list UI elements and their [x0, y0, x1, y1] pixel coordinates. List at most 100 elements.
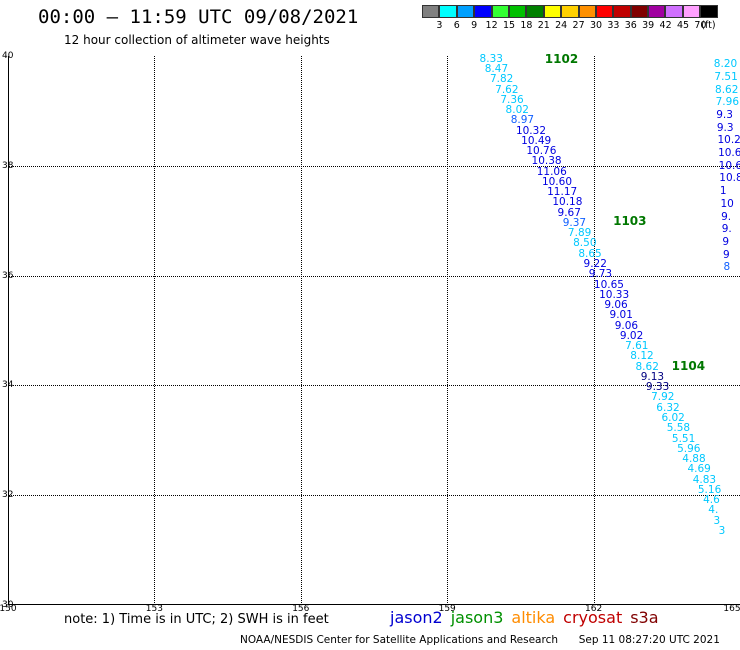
legend-value-label: 21 [537, 20, 550, 31]
wave-height-value: 9. [721, 223, 732, 236]
track-id-label: 1103 [613, 213, 647, 228]
wave-height-value: 10.8 [719, 172, 740, 185]
wave-height-value: 7.92 [651, 391, 675, 404]
legend-swatch [595, 5, 614, 18]
wave-height-value: 9.33 [645, 381, 670, 394]
legend-value-label: 42 [659, 20, 672, 31]
note-text: note: 1) Time is in UTC; 2) SWH is in fe… [64, 612, 329, 627]
wave-height-value: 3 [718, 524, 726, 537]
legend-value-label: 45 [676, 20, 690, 31]
wave-height-value: 9 [722, 248, 730, 261]
footer: NOAA/NESDIS Center for Satellite Applica… [240, 634, 720, 646]
lon-tick-label: 153 [145, 604, 163, 614]
lat-tick-label: 40 [2, 51, 14, 61]
wave-height-value: 8.62 [715, 83, 739, 96]
legend-value-label: 3 [436, 20, 443, 31]
wave-height-value: 10.18 [552, 196, 583, 209]
lat-tick-label: 34 [2, 380, 14, 391]
wave-height-value: 10.49 [521, 134, 552, 147]
wave-height-value: 9.37 [562, 216, 587, 229]
wave-height-value: 7.36 [500, 93, 524, 106]
legend-value-label: 70 [694, 20, 707, 31]
gridline-lon [593, 56, 595, 605]
wave-height-value: 7.61 [625, 340, 649, 353]
color-legend-labels: 3 6 9 12 15 18 21 24 27 30 33 36 39 42 45 70 (ft) [422, 20, 740, 32]
wave-height-value: 8.33 [479, 52, 503, 65]
legend-swatch [613, 5, 631, 18]
track-id-label: 1104 [671, 359, 706, 374]
wave-height-value: 5.51 [671, 432, 696, 445]
gridline-lat [8, 165, 740, 167]
lon-tick-label: 162 [585, 604, 603, 614]
wave-height-value: 9.3 [716, 121, 734, 134]
wave-height-value: 10.60 [541, 175, 572, 188]
lat-tick-label: 30 [2, 600, 14, 610]
wave-height-value: 1 [719, 185, 727, 198]
legend-swatch [665, 5, 683, 18]
wave-height-value: 7.51 [714, 70, 738, 83]
legend-swatch [648, 5, 666, 18]
wave-height-value: 8.12 [630, 350, 654, 363]
wave-height-value: 10.2 [717, 134, 740, 147]
wave-height-value: 9. [721, 210, 732, 223]
legend-swatch [700, 5, 718, 18]
legend-swatch [491, 5, 509, 18]
lon-tick-label: 159 [438, 604, 456, 614]
footer-timestamp: Sep 11 08:27:20 UTC 2021 [578, 634, 720, 646]
legend-swatch [578, 5, 596, 18]
legend-value-label: 27 [572, 20, 585, 31]
legend-swatch [682, 5, 701, 18]
legend-swatch [456, 5, 475, 18]
wave-height-value: 4.69 [687, 463, 711, 476]
wave-height-value: 5.96 [677, 442, 701, 455]
legend-swatch [422, 5, 440, 18]
wave-height-value: 9.01 [609, 309, 633, 322]
legend-swatch [561, 5, 579, 18]
wave-height-value: 4.88 [682, 453, 706, 466]
wave-height-value: 3 [713, 514, 721, 527]
map-frame-left [8, 56, 9, 605]
wave-height-value: 10.6 [718, 147, 740, 160]
gridline-lon [447, 56, 449, 605]
wave-height-value: 9.22 [583, 258, 607, 271]
legend-unit-label: (ft) [701, 20, 716, 31]
wave-height-value: 8.97 [510, 114, 535, 127]
wave-height-value: 10.6 [718, 159, 740, 172]
legend-swatch [630, 5, 649, 18]
legend-value-label: 15 [502, 20, 516, 31]
page-title: 00:00 – 11:59 UTC 09/08/2021 [38, 6, 359, 28]
wave-height-value: 4.83 [692, 473, 717, 486]
lat-tick-label: 32 [2, 490, 14, 501]
satellite-cryosat: cryosat [563, 608, 623, 627]
wave-height-value: 8.62 [635, 360, 659, 373]
wave-height-value: 8.02 [505, 104, 529, 117]
lon-tick-label: 165 [723, 604, 740, 614]
lat-tick-label: 38 [2, 160, 14, 171]
satellite-legend: jason2 jason3 altika cryosat s3a [390, 608, 667, 627]
wave-height-value: 7.96 [715, 96, 740, 109]
wave-height-value: 10.32 [515, 124, 546, 137]
legend-value-label: 33 [607, 20, 620, 31]
wave-height-value: 10.33 [599, 288, 630, 301]
wave-height-value: 9.13 [640, 370, 665, 383]
satellite-jason3: jason3 [450, 608, 504, 627]
lat-tick-label: 36 [2, 270, 14, 281]
legend-value-label: 12 [485, 20, 498, 31]
color-legend [422, 5, 718, 18]
wave-height-value: 6.32 [656, 401, 680, 414]
gridline-lat [8, 275, 740, 277]
wave-height-value: 11.06 [536, 165, 567, 178]
legend-swatch [526, 5, 544, 18]
satellite-s3a: s3a [630, 608, 659, 627]
lon-tick-label: 150 [0, 604, 17, 614]
wave-height-value: 5.58 [666, 422, 691, 435]
wave-height-value: 8 [723, 261, 731, 274]
legend-value-label: 18 [520, 20, 533, 31]
legend-swatch [508, 5, 527, 18]
footer-credit: NOAA/NESDIS Center for Satellite Applica… [240, 634, 558, 646]
page-subtitle: 12 hour collection of altimeter wave hei… [64, 33, 330, 47]
wave-height-value: 7.62 [495, 83, 519, 96]
wave-height-value: 9.06 [604, 299, 628, 312]
legend-swatch [474, 5, 492, 18]
track-id-label: 1102 [544, 51, 579, 66]
